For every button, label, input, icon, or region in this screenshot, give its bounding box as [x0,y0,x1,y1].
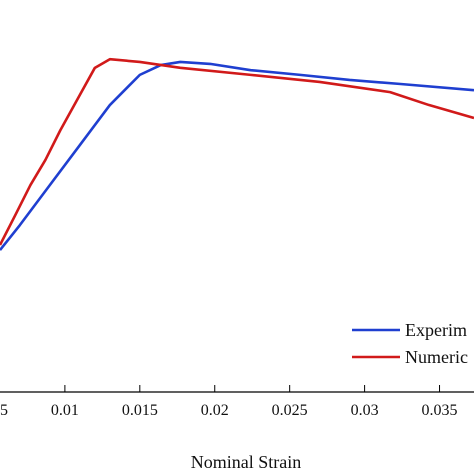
x-tick-label: 0.025 [272,402,308,419]
legend-label: Experim [405,320,467,340]
legend-label: Numeric [405,347,468,367]
x-tick-label: 0.035 [422,402,458,419]
x-tick-label: 0.01 [51,402,79,419]
x-tick-label: 0.02 [201,402,229,419]
x-tick-label: 0.015 [122,402,158,419]
x-axis-label: Nominal Strain [191,452,302,472]
x-tick-label: 0.03 [351,402,379,419]
data-line [0,60,474,251]
data-line [0,57,474,246]
x-tick-label: 0.005 [0,402,8,419]
